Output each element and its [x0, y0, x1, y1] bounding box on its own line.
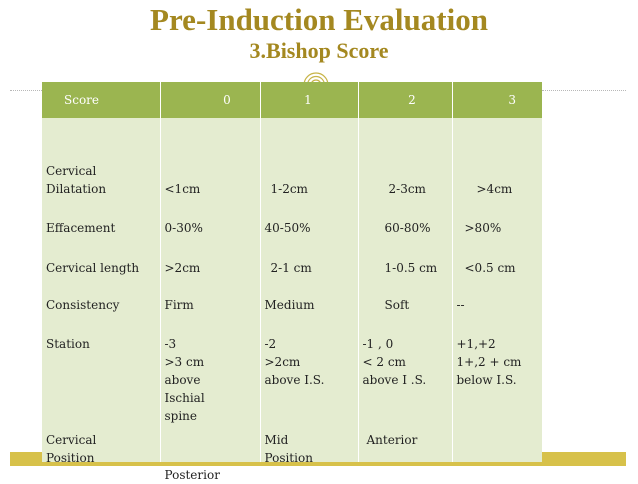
table-column-labels: Cervical Dilatation Effacement Cervical …	[42, 118, 160, 465]
cell-length-3: <0.5 cm	[464, 261, 516, 275]
cell-station-1-line3: above I.S.	[264, 373, 325, 387]
cell-dilatation-0: <1cm	[164, 182, 201, 196]
table-body-row: Cervical Dilatation Effacement Cervical …	[42, 118, 542, 482]
header-2: 2	[357, 82, 452, 118]
cell-station-3-line1: +1,+2	[456, 337, 496, 351]
cell-position-1-line1: Mid	[264, 433, 289, 447]
cell-position-0: Posterior	[164, 468, 220, 482]
cell-station-3-line3: below I.S.	[456, 373, 517, 387]
cell-position-1-line2: Position	[264, 451, 313, 465]
label-effacement: Effacement	[46, 221, 116, 235]
label-cervical-position-line1: Cervical	[46, 433, 97, 447]
slide-title: Pre-Induction Evaluation	[150, 2, 488, 37]
divider-right	[542, 90, 626, 91]
cell-position-2: Anterior	[366, 433, 418, 447]
table-header-row: Score 0 1 2 3	[42, 82, 542, 118]
cell-consistency-0: Firm	[164, 298, 194, 312]
cell-station-0-line2: >3 cm	[164, 355, 205, 369]
cell-effacement-0: 0-30%	[164, 221, 203, 235]
cell-effacement-3: >80%	[464, 221, 502, 235]
table-column-0: <1cm 0-30% >2cm Firm -3 >3 cm above Isch…	[159, 118, 260, 482]
cell-length-1: 2-1 cm	[270, 261, 312, 275]
divider-left	[10, 90, 42, 91]
cell-dilatation-3: >4cm	[476, 182, 513, 196]
cell-dilatation-1: 1-2cm	[270, 182, 308, 196]
cell-length-2: 1-0.5 cm	[384, 261, 438, 275]
cell-effacement-1: 40-50%	[264, 221, 311, 235]
label-cervical-dilatation-line1: Cervical	[46, 164, 97, 178]
table-column-1: 1-2cm 40-50% 2-1 cm Medium -2 >2cm above…	[259, 118, 358, 465]
cell-station-2-line1: -1 , 0	[362, 337, 394, 351]
cell-consistency-3: --	[456, 298, 465, 312]
cell-station-2-line3: above I .S.	[362, 373, 427, 387]
header-score: Score	[42, 82, 160, 118]
cell-station-2-line2: < 2 cm	[362, 355, 406, 369]
cell-station-0-line1: -3	[164, 337, 177, 351]
label-consistency: Consistency	[46, 298, 120, 312]
cell-station-0-line5: spine	[164, 409, 198, 423]
cell-station-0-line4: Ischial	[164, 391, 205, 405]
cell-consistency-2: Soft	[384, 298, 410, 312]
cell-station-0-line3: above	[164, 373, 201, 387]
cell-station-1-line2: >2cm	[264, 355, 301, 369]
header-0: 0	[159, 82, 260, 118]
table-column-3: >4cm >80% <0.5 cm -- +1,+2 1+,2 + cm bel…	[451, 118, 542, 462]
header-1: 1	[259, 82, 358, 118]
header-3: 3	[451, 82, 542, 118]
cell-consistency-1: Medium	[264, 298, 315, 312]
cell-length-0: >2cm	[164, 261, 201, 275]
label-cervical-length: Cervical length	[46, 261, 140, 275]
label-station: Station	[46, 337, 90, 351]
bishop-score-table: Score 0 1 2 3 Cervical Dilatation Efface…	[42, 82, 542, 482]
cell-station-3-line2: 1+,2 + cm	[456, 355, 522, 369]
label-cervical-dilatation-line2: Dilatation	[46, 182, 107, 196]
cell-dilatation-2: 2-3cm	[388, 182, 426, 196]
label-cervical-position-line2: Position	[46, 451, 95, 465]
cell-station-1-line1: -2	[264, 337, 277, 351]
table-column-2: 2-3cm 60-80% 1-0.5 cm Soft -1 , 0 < 2 cm…	[357, 118, 452, 462]
slide-subtitle: 3.Bishop Score	[249, 38, 389, 63]
cell-effacement-2: 60-80%	[384, 221, 431, 235]
